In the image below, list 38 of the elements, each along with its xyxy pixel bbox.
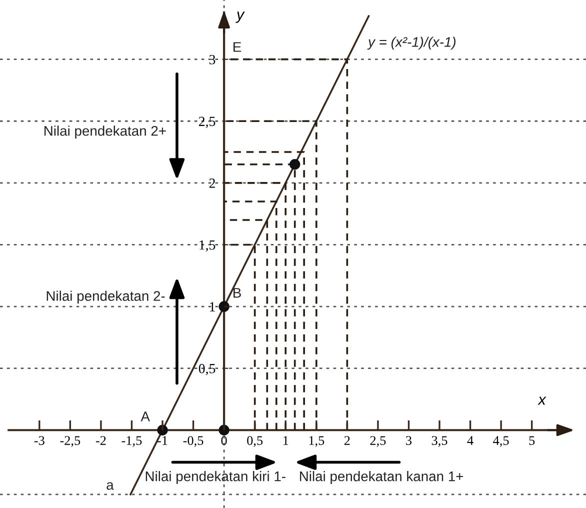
point	[218, 424, 230, 436]
annotation: Nilai pendekatan kanan 1+	[300, 471, 464, 484]
annotation: B	[234, 288, 241, 298]
x-tick-label: -0,5	[183, 436, 204, 447]
annotation: y = (x²-1)/(x-1)	[367, 36, 456, 50]
y-tick-label: 3	[209, 54, 216, 64]
y-tick-label: 0,5	[198, 364, 216, 376]
y-tick-label: 1	[210, 302, 215, 312]
x-tick-label: 1,5	[309, 436, 324, 447]
x-tick-label: 1	[283, 436, 288, 445]
point	[157, 424, 168, 436]
point	[218, 301, 230, 312]
annotation: Nilai pendekatan 2-	[46, 290, 165, 304]
y-tick-label: 1,5	[200, 240, 216, 252]
x-tick-label: -1,5	[122, 436, 142, 447]
x-tick-label: 3	[406, 436, 412, 445]
x-tick-label: 2,5	[370, 436, 386, 447]
annotation: Nilai pendekatan kiri 1-	[146, 471, 286, 484]
x-tick-label: -1	[158, 436, 168, 445]
annotation: A	[140, 412, 150, 422]
y-tick-label: 2	[209, 178, 215, 188]
annotation: E	[234, 42, 242, 52]
x-tick-label: -2,5	[60, 436, 80, 447]
x-tick-label: 4	[467, 436, 474, 445]
y-tick-label: 2,5	[198, 116, 216, 128]
point	[289, 159, 300, 170]
x-tick-label: 5	[529, 436, 535, 445]
x-tick-label: 0,5	[247, 436, 263, 447]
annotation: Nilai pendekatan 2+	[44, 126, 166, 139]
x-tick-label: -3	[34, 436, 44, 445]
y-axis-title: y	[236, 12, 245, 23]
x-tick-label: 3,5	[432, 436, 448, 447]
x-tick-label: 4,5	[493, 436, 509, 447]
x-axis-title: x	[538, 396, 546, 405]
annotation: a	[106, 482, 114, 490]
x-tick-label: 0	[221, 436, 227, 445]
x-tick-label: -2	[96, 436, 106, 445]
x-tick-label: 2	[344, 436, 350, 445]
